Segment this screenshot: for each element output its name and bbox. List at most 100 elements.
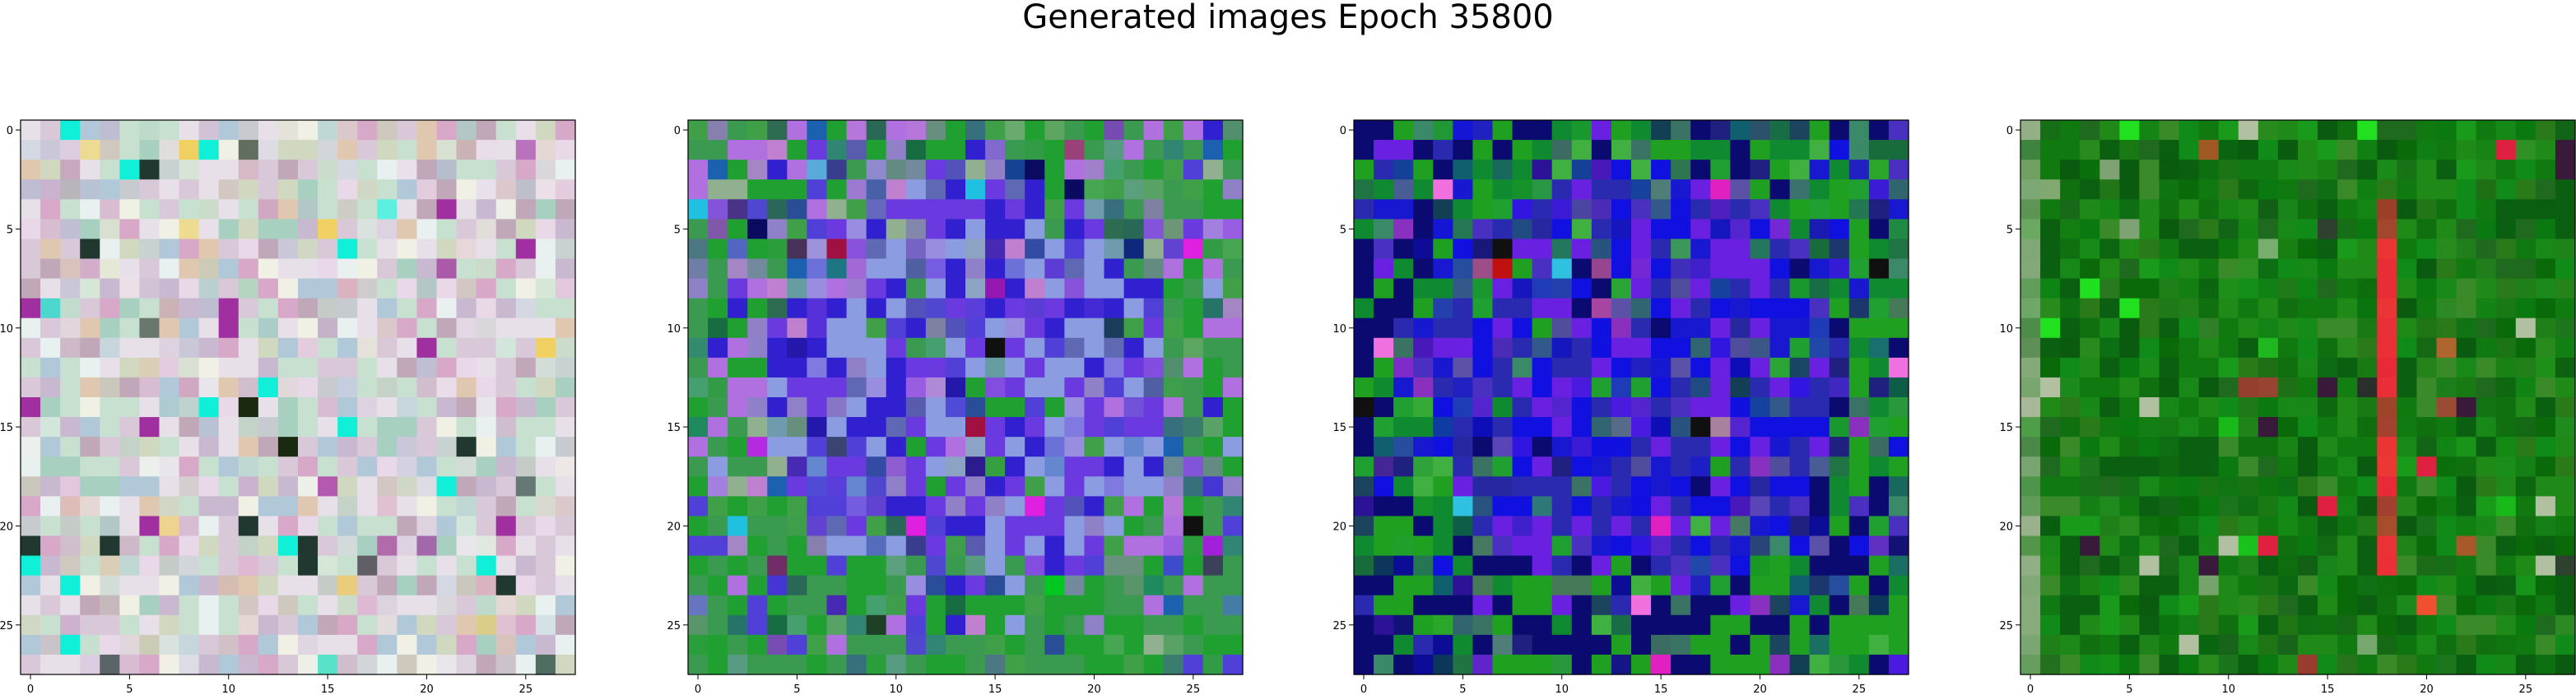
pixel-cell xyxy=(1453,595,1474,616)
pixel-cell xyxy=(218,575,239,596)
pixel-cell xyxy=(2080,258,2100,280)
pixel-cell xyxy=(866,160,887,180)
pixel-cell xyxy=(2337,397,2358,418)
pixel-cell xyxy=(318,397,338,418)
pixel-cell xyxy=(1202,317,1224,339)
pixel-cell xyxy=(2060,397,2081,418)
pixel-cell xyxy=(100,199,120,220)
pixel-cell xyxy=(1829,120,1850,141)
pixel-cell xyxy=(179,357,200,378)
pixel-cell xyxy=(1453,140,1474,160)
pixel-cell xyxy=(1710,476,1731,497)
pixel-cell xyxy=(555,654,576,675)
pixel-cell xyxy=(1571,337,1593,359)
pixel-cell xyxy=(1868,397,1890,418)
pixel-cell xyxy=(456,437,477,457)
pixel-cell xyxy=(1433,437,1453,457)
pixel-cell xyxy=(1222,634,1244,656)
pixel-cell xyxy=(1222,476,1244,497)
pixel-cell xyxy=(945,575,966,596)
pixel-cell xyxy=(1433,160,1453,180)
pixel-cell xyxy=(1453,239,1474,260)
pixel-cell xyxy=(555,357,576,378)
pixel-cell xyxy=(2080,516,2100,537)
pixel-cell xyxy=(787,258,808,280)
pixel-cell xyxy=(2277,317,2299,339)
pixel-cell xyxy=(1551,120,1573,141)
pixel-cell xyxy=(318,654,338,675)
pixel-cell xyxy=(866,634,887,656)
pixel-cell xyxy=(767,179,788,200)
pixel-cell xyxy=(1829,160,1850,180)
pixel-cell xyxy=(1354,437,1374,457)
pixel-cell xyxy=(1710,496,1731,517)
pixel-cell xyxy=(1123,140,1145,160)
pixel-cell xyxy=(495,516,517,537)
pixel-cell xyxy=(495,456,517,477)
pixel-cell xyxy=(60,654,81,675)
pixel-cell xyxy=(826,199,848,220)
pixel-cell xyxy=(2377,397,2397,418)
pixel-cell xyxy=(2218,120,2239,141)
pixel-cell xyxy=(965,298,986,319)
pixel-cell xyxy=(495,437,517,457)
pixel-cell xyxy=(688,357,709,378)
pixel-cell xyxy=(377,417,398,438)
pixel-cell xyxy=(2218,298,2239,319)
pixel-cell xyxy=(2535,595,2556,616)
pixel-cell xyxy=(1789,456,1811,477)
pixel-cell xyxy=(100,258,120,280)
pixel-cell xyxy=(1551,417,1573,438)
pixel-cell xyxy=(2060,654,2081,675)
pixel-cell xyxy=(1750,317,1771,339)
pixel-cell xyxy=(905,496,927,517)
pixel-cell xyxy=(1512,239,1533,260)
pixel-cell xyxy=(436,456,458,477)
pixel-cell xyxy=(1690,278,1711,299)
pixel-cell xyxy=(2456,417,2477,438)
pixel-cell xyxy=(2178,634,2200,656)
pixel-cell xyxy=(708,437,728,457)
pixel-cell xyxy=(2159,397,2180,418)
pixel-cell xyxy=(1143,258,1165,280)
pixel-cell xyxy=(1453,516,1474,537)
pixel-cell xyxy=(886,239,907,260)
pixel-cell xyxy=(60,417,81,438)
pixel-cell xyxy=(2495,278,2517,299)
pixel-cell xyxy=(2198,239,2220,260)
pixel-cell xyxy=(119,120,141,141)
pixel-cell xyxy=(1163,179,1184,200)
pixel-cell xyxy=(708,456,728,477)
pixel-cell xyxy=(1829,516,1850,537)
y-tick-label: 15 xyxy=(667,422,681,434)
pixel-cell xyxy=(218,179,239,200)
pixel-cell xyxy=(238,337,259,359)
pixel-cell xyxy=(1413,634,1434,656)
pixel-cell xyxy=(357,140,378,160)
pixel-cell xyxy=(476,219,497,240)
pixel-cell xyxy=(2416,337,2438,359)
pixel-cell xyxy=(277,239,299,260)
pixel-cell xyxy=(238,140,259,160)
pixel-cell xyxy=(1631,417,1652,438)
pixel-cell xyxy=(866,417,887,438)
pixel-cell xyxy=(2238,377,2259,398)
pixel-cell xyxy=(100,654,120,675)
pixel-cell xyxy=(476,179,497,200)
pixel-cell xyxy=(476,535,497,557)
pixel-cell xyxy=(2040,516,2061,537)
pixel-cell xyxy=(198,140,220,160)
pixel-cell xyxy=(1710,120,1731,141)
pixel-cell xyxy=(1611,258,1632,280)
pixel-cell xyxy=(1025,417,1045,438)
pixel-cell xyxy=(2218,219,2239,240)
pixel-cell xyxy=(826,516,848,537)
pixel-cell xyxy=(2277,377,2299,398)
y-tick-label: 15 xyxy=(0,422,13,434)
pixel-cell xyxy=(2178,614,2200,636)
pixel-cell xyxy=(416,437,438,457)
pixel-cell xyxy=(1222,219,1244,240)
pixel-cell xyxy=(1710,516,1731,537)
pixel-cell xyxy=(535,357,556,378)
pixel-cell xyxy=(728,456,748,477)
